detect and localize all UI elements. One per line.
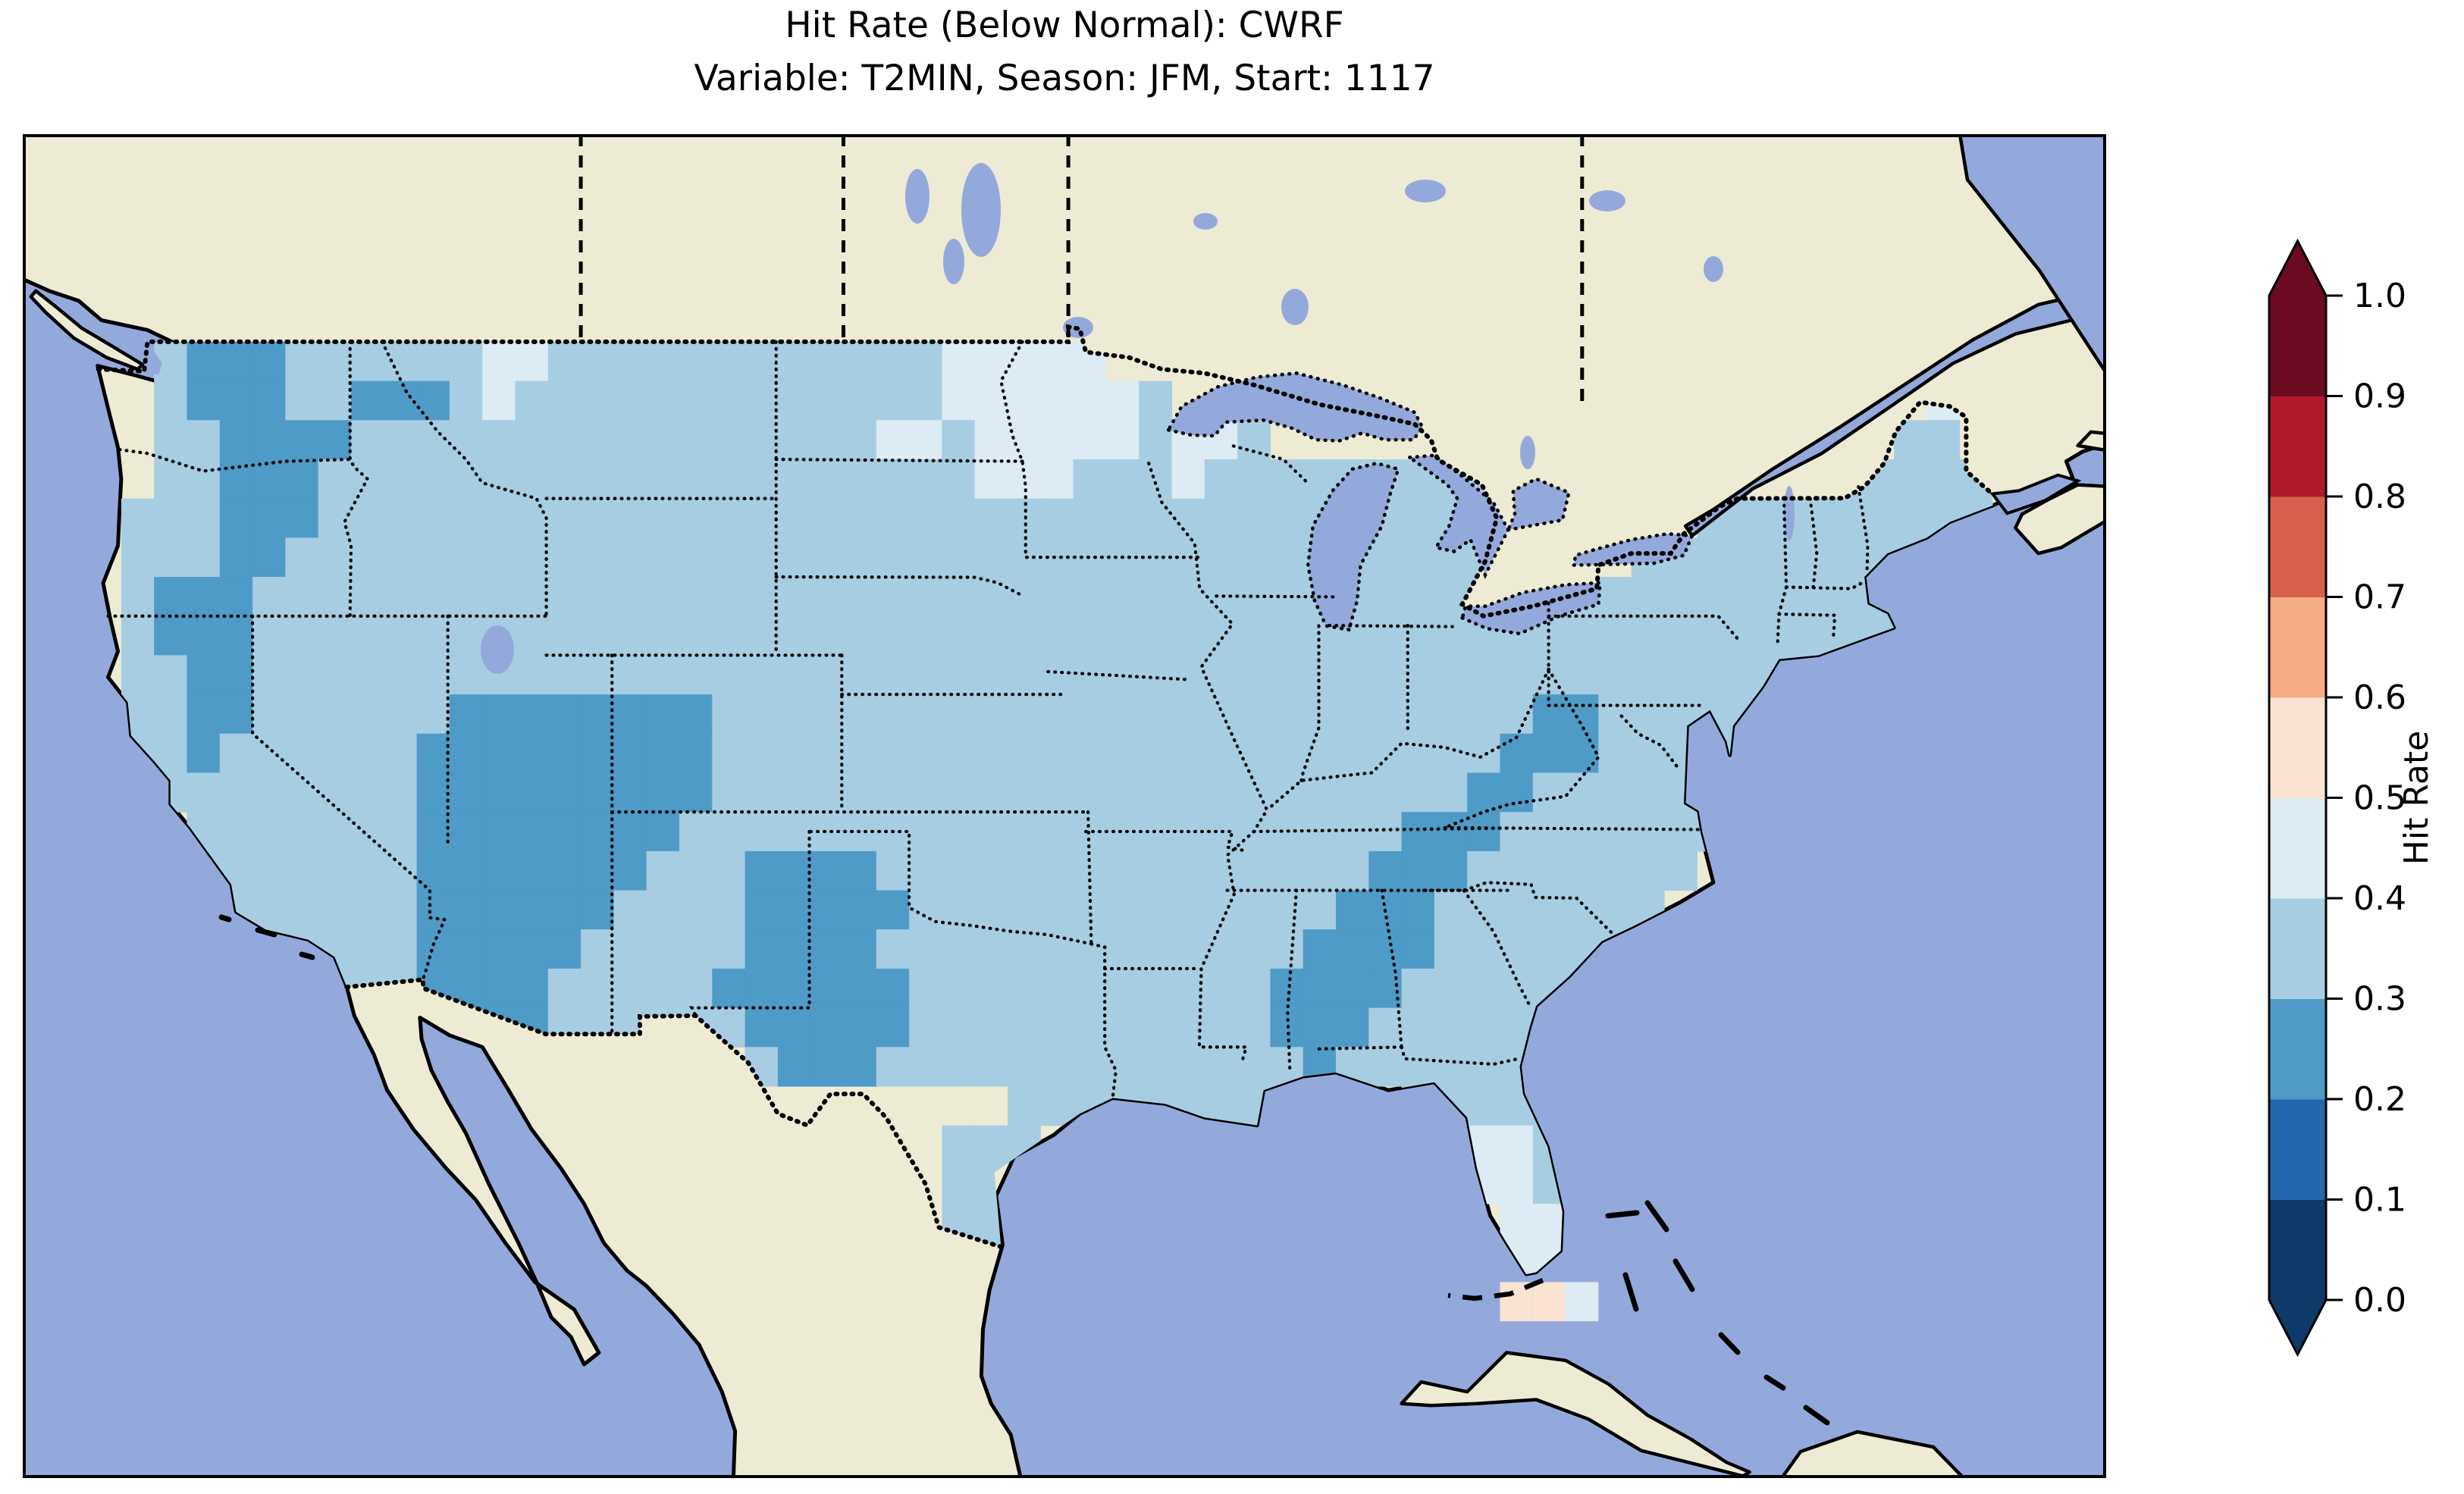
map-frame [23,134,2106,1478]
colorbar: 0.0 0.1 0.2 0.3 0.4 0.5 0.6 0.7 0.8 0.9 1.0 Hit Rat… [2229,197,2464,1380]
colorbar-tick-label: 0.2 [2353,1080,2406,1119]
colorbar-segment [2269,296,2326,396]
colorbar-arrow-bottom [2269,1300,2326,1355]
colorbar-tick-label: 0.6 [2353,678,2406,717]
colorbar-segment [2269,597,2326,698]
figure-title-line1: Hit Rate (Below Normal): CWRF [785,5,1344,46]
figure-title-line2: Variable: T2MIN, Season: JFM, Start: 111… [694,58,1435,99]
st-lawrence-river [1683,287,2106,538]
province-borders [578,134,1585,409]
colorbar-segment [2269,396,2326,497]
florida-keys [1447,1278,1544,1301]
colorbar-segment [2269,998,2326,1100]
cuba [1400,1351,1751,1478]
state-borders [106,340,1870,1100]
hispaniola [1779,1430,1967,1478]
colorbar-axis-label: Hit Rate [2397,731,2436,865]
colorbar-canvas: 0.0 0.1 0.2 0.3 0.4 0.5 0.6 0.7 0.8 0.9 1.0 Hit Rat… [2268,238,2436,1358]
colorbar-arrow-top [2269,241,2326,296]
colorbar-segment [2269,697,2326,798]
colorbar-tick-label: 0.4 [2353,879,2406,918]
colorbar-segment [2269,1199,2326,1301]
international-borders [96,324,1993,1249]
colorbar-tick-label: 0.7 [2353,578,2406,617]
colorbar-segment [2269,797,2326,899]
colorbar-segment [2269,1099,2326,1200]
colorbar-tick-label: 0.3 [2353,980,2406,1019]
extra-data-cell [1566,1282,1599,1322]
colorbar-tick-label: 0.9 [2353,377,2406,416]
small-lakes [481,163,1795,674]
small-islands [218,914,1830,1426]
prince-edward-island [2076,430,2106,453]
conus-hit-rate-map [23,134,2106,1478]
colorbar-segment [2269,898,2326,999]
map-canvas [23,134,2106,1478]
colorbar-segment [2269,496,2326,597]
colorbar-tick-label: 0.0 [2353,1281,2406,1320]
colorbar-tick-label: 0.5 [2353,779,2406,818]
extra-data-cell [1532,1282,1566,1322]
colorbar-tick-label: 0.1 [2353,1181,2406,1220]
gulf-of-st-lawrence [1958,134,2106,377]
colorbar-tick-label: 0.8 [2353,478,2406,516]
colorbar-tick-label: 1.0 [2353,277,2406,315]
bay-of-fundy [1989,473,2082,515]
